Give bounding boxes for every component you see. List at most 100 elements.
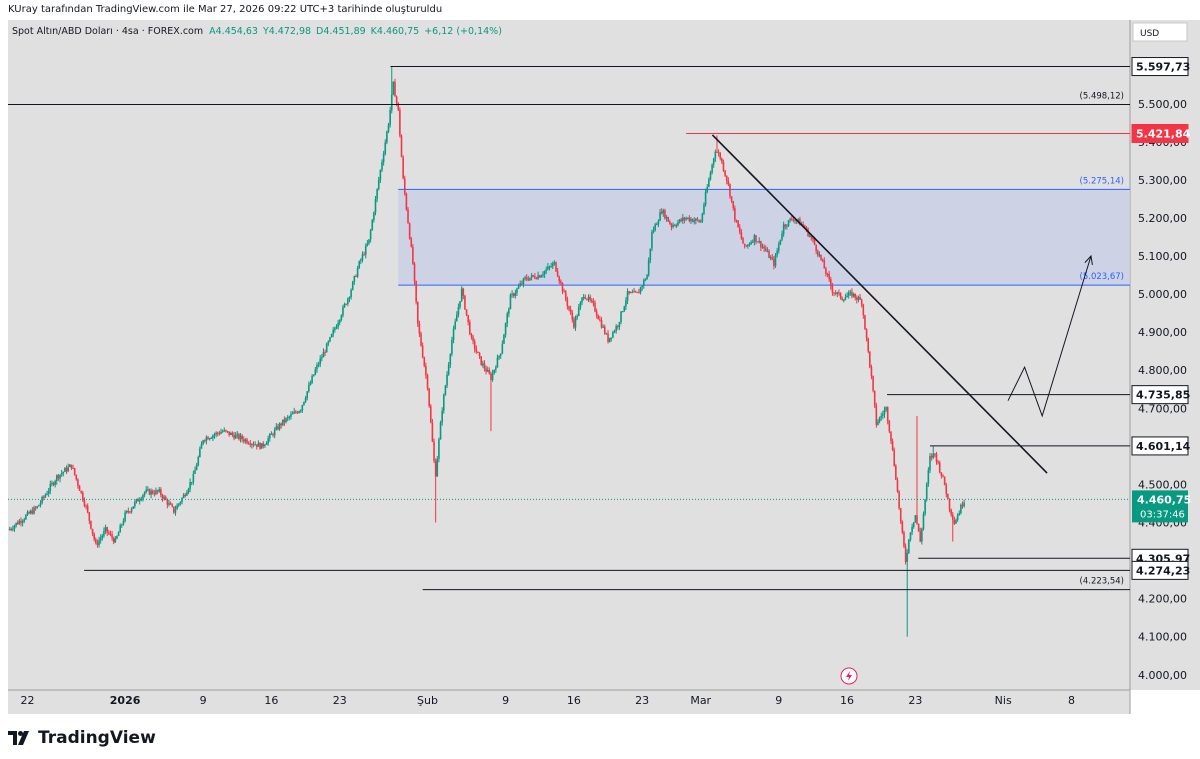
candle-up (143, 492, 146, 495)
candle-up (264, 444, 266, 447)
candle-down (88, 512, 91, 521)
chart-frame[interactable]: (5.275,14) (5.023,67) 4.000,00 4.100,00 4.2… (0, 20, 1200, 714)
candle-down (867, 338, 869, 352)
candle-up (176, 505, 178, 510)
candle-down (82, 492, 84, 501)
candle-up (695, 218, 697, 221)
candle-down (400, 135, 403, 158)
candle-down (599, 319, 601, 321)
candle-up (140, 498, 143, 501)
candle-down (412, 246, 414, 264)
candle-up (369, 230, 372, 240)
candle-down (90, 520, 92, 529)
candle-up (330, 334, 333, 338)
candle-up (493, 369, 495, 374)
candle-down (603, 326, 606, 334)
candle-up (321, 357, 323, 359)
candle-up (98, 540, 100, 546)
candle-up (327, 341, 330, 344)
candle-down (421, 345, 424, 358)
candle-up (779, 239, 782, 245)
candle-down (85, 505, 87, 507)
candle-down (91, 528, 94, 534)
candle-up (177, 503, 180, 506)
candle-up (761, 246, 764, 248)
candle-down (225, 430, 227, 432)
candle-up (205, 437, 208, 441)
candle-up (351, 281, 354, 290)
candle-down (834, 292, 837, 294)
candle-down (423, 357, 426, 367)
ohlc-change: +6,12 (+0,14%) (424, 26, 502, 37)
candle-up (306, 391, 308, 399)
candle-up (125, 510, 128, 513)
candle-down (153, 493, 156, 495)
candle-up (857, 297, 860, 300)
candle-up (121, 524, 123, 526)
candle-down (95, 539, 97, 543)
x-tick-label: 9 (200, 694, 207, 707)
candle-up (190, 482, 193, 484)
candle-up (519, 283, 522, 287)
candle-up (361, 254, 364, 260)
candle-down (241, 435, 243, 440)
candle-down (717, 152, 720, 154)
candle-down (896, 479, 899, 492)
candle-down (478, 352, 481, 357)
candle-down (725, 175, 728, 181)
candle-down (942, 475, 944, 477)
candle-down (872, 376, 874, 391)
candle-down (634, 291, 637, 293)
candle-down (616, 326, 619, 328)
candle-up (960, 504, 962, 514)
candle-down (148, 489, 151, 495)
projection-path[interactable] (1007, 255, 1092, 418)
candle-down (16, 522, 19, 525)
candle-down (895, 465, 897, 480)
candle-up (338, 319, 341, 323)
candle-up (319, 358, 322, 365)
candle-down (433, 441, 435, 461)
flash-icon[interactable] (840, 667, 858, 685)
candle-down (802, 224, 804, 226)
candle-up (446, 374, 448, 386)
candle-down (716, 151, 718, 153)
candle-up (174, 509, 177, 513)
candle-up (44, 494, 47, 498)
supply-zone[interactable] (398, 189, 1130, 286)
candle-down (568, 306, 570, 310)
descending-trendline[interactable] (711, 134, 1048, 474)
candle-up (777, 244, 780, 251)
candle-down (72, 467, 74, 469)
candle-down (935, 453, 938, 462)
candle-up (456, 314, 458, 322)
candle-down (698, 220, 700, 222)
candle-up (386, 131, 388, 143)
candle-up (441, 410, 443, 423)
candle-up (60, 473, 63, 475)
symbol-info: Spot Altın/ABD Doları · 4sa · FOREX.com A… (12, 26, 502, 37)
candle-down (839, 292, 842, 299)
candle-up (649, 248, 652, 261)
candle-down (483, 363, 486, 369)
candle-down (70, 464, 73, 468)
candle-up (537, 275, 539, 279)
x-tick-label: 23 (635, 694, 649, 707)
candle-up (67, 466, 69, 472)
candle-up (758, 241, 761, 243)
tradingview-logo[interactable]: TradingView (8, 726, 156, 750)
symbol-name: Spot Altın/ABD Doları · 4sa · FOREX.com (12, 26, 203, 37)
candle-down (831, 286, 834, 293)
candle-up (244, 439, 247, 442)
candle-up (542, 274, 544, 276)
candle-down (363, 254, 365, 256)
candle-up (442, 394, 445, 411)
candle-down (595, 311, 598, 316)
candle-up (956, 515, 959, 521)
candle-up (200, 443, 203, 449)
candle-up (665, 217, 668, 219)
candle-down (127, 510, 130, 512)
candle-up (921, 528, 923, 542)
candle-up (548, 266, 551, 268)
candle-up (158, 489, 161, 492)
